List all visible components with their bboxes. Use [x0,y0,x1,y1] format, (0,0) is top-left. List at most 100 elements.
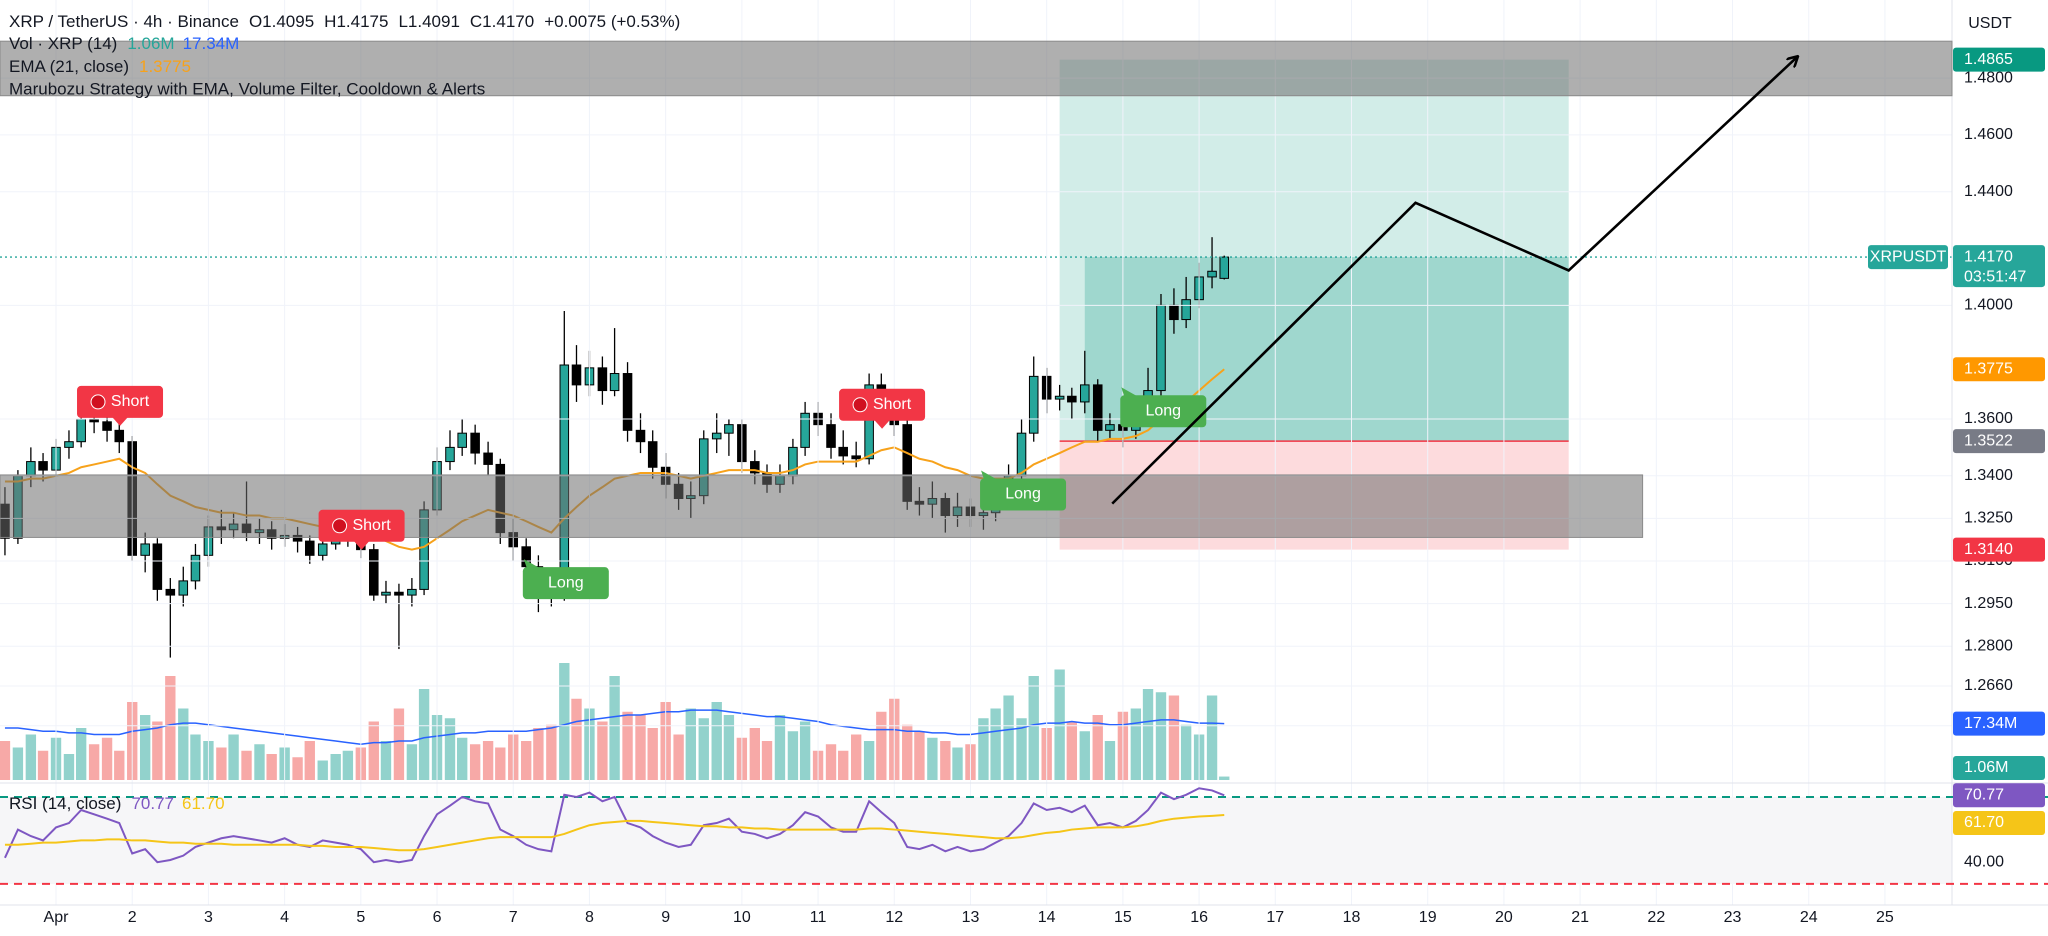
volume-bar [266,754,277,780]
volume-bar [863,741,875,780]
rsi-ma-line [4,814,1225,852]
volume-bar [1219,776,1230,780]
volume-bar [902,724,913,780]
x-tick-label: 5 [356,909,365,926]
volume-tag-box [1953,756,2045,780]
volume-bar [418,689,430,780]
rsi-name: RSI (14, close) [9,794,121,813]
candle-body [1080,384,1090,403]
volume-bar [774,715,786,780]
signal-label: Long [1145,403,1181,420]
y-tick-label: 1.3250 [1964,510,2013,527]
candle-body [26,461,36,477]
y-tick-label: 1.4600 [1964,126,2013,143]
zone [0,474,1644,538]
volume-bar [292,757,303,780]
volume-bar [990,708,1001,780]
volume-bar [914,731,925,780]
x-tick-label: 23 [1724,909,1742,926]
rsi-tag: 70.77 [1964,787,2004,804]
signal-label-box [980,478,1067,511]
candle-body [178,580,189,596]
volume-bar [178,708,189,780]
candle-body [407,588,417,596]
volume-bar [1016,718,1027,780]
volume-bar [761,741,773,780]
volume-bar [12,747,24,780]
volume-name: Vol · XRP (14) [9,34,117,53]
candle-body [152,543,163,590]
volume-bar [190,734,201,780]
x-tick-label: 22 [1647,909,1665,926]
rsi-value: 70.77 [131,794,174,813]
rsi-band [0,796,1952,884]
volume-value: 1.06M [127,34,174,53]
symbol: XRP / TetherUS · 4h · Binance [9,12,239,31]
volume-bar [114,750,125,780]
volume-bar [1130,708,1142,780]
candle-body [1105,424,1115,431]
volume-legend: Vol · XRP (14) 1.06M 17.34M [9,34,239,53]
volume-bar [406,744,418,780]
ohlc-low: L1.4091 [398,12,459,31]
volume-bar [685,708,696,780]
volume-bar [647,728,658,780]
y-tick-label: 1.2660 [1964,677,2013,694]
volume-bar [571,698,582,780]
signal-pointer [112,416,129,426]
x-tick-label: 25 [1876,909,1894,926]
entry-tag-box [1953,429,2045,454]
ema-name: EMA (21, close) [9,57,129,76]
volume-bar [927,737,938,780]
candle-body [750,461,760,474]
volume-bar [0,741,11,780]
candle-body [609,373,620,392]
signal-label-box [522,567,609,600]
x-tick-label: 21 [1571,909,1589,926]
stop-tag-box [1953,537,2045,562]
legend-header: XRP / TetherUS · 4h · Binance O1.4095 H1.4… [9,12,2012,813]
volume-bar [799,721,811,780]
signal-label: Short [111,393,150,410]
x-tick-label: 16 [1190,909,1208,926]
ema-legend: EMA (21, close) 1.3775 [9,57,191,76]
rsi-legend: RSI (14, close) 70.77 61.70 [9,794,225,813]
volume-bar [63,754,75,780]
signal: Short [77,385,164,426]
candle-body [597,367,608,392]
last-price-tag: 1.4170 [1964,248,2013,265]
candle-body [38,461,48,471]
signal: Long [522,559,609,600]
y-tick-label: 1.4000 [1964,297,2013,314]
rsi-ma-tag-box [1953,811,2045,835]
volume-bar [216,747,227,780]
ohlc-high: H1.4175 [324,12,388,31]
x-tick-label: 20 [1495,909,1513,926]
volume-bar [368,721,379,780]
y-tick-label: 1.4800 [1964,69,2013,86]
volume-bar [342,750,354,780]
target-tag: 1.4865 [1964,51,2013,68]
volume-bar [559,663,570,780]
candle-body [1067,395,1077,403]
volume-bar [1180,724,1192,780]
volume-bar [622,711,633,780]
candle-body [381,591,391,596]
entry-tag: 1.3522 [1964,432,2013,449]
volume-ma-value: 17.34M [183,34,240,53]
symbol-tag: XRPUSDT [1870,248,1947,265]
x-tick-label: 11 [810,909,827,926]
candle-body [369,549,379,596]
volume-bar [317,760,328,780]
volume-bar [597,721,608,780]
volume-bar [152,721,163,780]
candle-body [864,384,874,460]
volume-bar [241,750,252,780]
volume-bar [1168,695,1180,780]
signal-label-box [1120,395,1207,428]
signal-pointer [353,540,370,550]
signal: Short [839,388,926,429]
x-tick-label: 9 [661,909,670,926]
volume-bar [838,750,849,780]
volume-bar [940,741,951,780]
